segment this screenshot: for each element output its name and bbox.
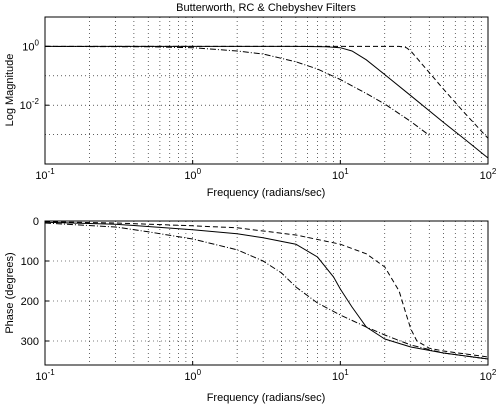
x-tick-label: 101 <box>332 167 349 182</box>
x-tick-label: 10-1 <box>35 368 55 383</box>
series-line-dashdot <box>44 45 430 136</box>
x-tick-label: 10-1 <box>35 167 55 182</box>
phase-plot: Frequency (radians/sec) Phase (degrees) … <box>4 216 497 404</box>
y-tick-label: 100 <box>22 38 39 53</box>
series-line-dashdot <box>44 222 489 360</box>
chart-title: Butterworth, RC & Chebyshev Filters <box>176 2 356 14</box>
y-tick-label: 300 <box>21 336 39 348</box>
x-tick-label: 102 <box>480 167 497 182</box>
y-tick-label: 200 <box>21 296 39 308</box>
series-line-dashed <box>44 221 489 358</box>
x-tick-label: 102 <box>480 368 497 383</box>
y-tick-label: 100 <box>21 256 39 268</box>
y-tick-label: 0 <box>33 216 39 228</box>
series-line-dashed <box>45 45 489 139</box>
x-tick-label: 100 <box>184 368 201 383</box>
phase-ylabel: Phase (degrees) <box>4 252 16 333</box>
x-tick-label: 101 <box>332 368 349 383</box>
magnitude-plot-area <box>44 16 489 165</box>
magnitude-ylabel: Log Magnitude <box>4 54 16 127</box>
series-line-solid <box>44 221 489 360</box>
phase-plot-area <box>44 220 489 366</box>
magnitude-plot: Frequency (radians/sec) Log Magnitude 10… <box>4 16 497 199</box>
magnitude-xlabel: Frequency (radians/sec) <box>207 187 326 199</box>
x-tick-label: 100 <box>184 167 201 182</box>
phase-xlabel: Frequency (radians/sec) <box>207 392 326 404</box>
y-tick-label: 10-2 <box>20 97 40 112</box>
